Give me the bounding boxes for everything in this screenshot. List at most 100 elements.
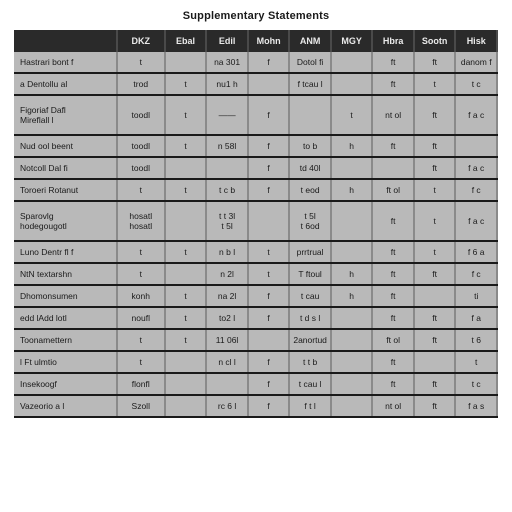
table-row: Hastrari bont ftna 301fDotol fiftftdanom… xyxy=(14,52,497,73)
data-cell xyxy=(414,351,456,373)
data-cell: toodl xyxy=(117,135,165,157)
data-cell: t xyxy=(248,263,290,285)
data-cell xyxy=(331,395,373,417)
data-cell: f a c xyxy=(455,157,497,179)
data-cell: hosatlhosatl xyxy=(117,201,165,241)
data-cell: rc 6 l xyxy=(206,395,248,417)
data-cell: t eod xyxy=(289,179,331,201)
row-label-cell: Sparovlghodegougotl xyxy=(14,201,117,241)
data-cell: t xyxy=(117,179,165,201)
data-cell: ft ol xyxy=(372,329,414,351)
data-cell: ft xyxy=(372,201,414,241)
data-cell: na 2l xyxy=(206,285,248,307)
data-cell: f tcau l xyxy=(289,73,331,95)
data-cell: ft xyxy=(414,395,456,417)
table-row: Figoriaf DaflMireflall ltoodlt——ftnt olf… xyxy=(14,95,497,135)
row-label-cell: a Dentollu al xyxy=(14,73,117,95)
data-cell: —— xyxy=(206,95,248,135)
data-cell: ft xyxy=(414,307,456,329)
data-cell: flonfl xyxy=(117,373,165,395)
data-cell: t xyxy=(117,329,165,351)
col-header: Ebal xyxy=(165,30,207,52)
data-cell: t xyxy=(248,241,290,263)
data-cell xyxy=(331,307,373,329)
data-cell: nt ol xyxy=(372,395,414,417)
data-cell: n b l xyxy=(206,241,248,263)
data-cell xyxy=(414,285,456,307)
col-header: DKZ xyxy=(117,30,165,52)
col-header: Mohn xyxy=(248,30,290,52)
table-row: NtN textarshntn 2ltT ftoulhftftf c xyxy=(14,263,497,285)
data-cell: danom f xyxy=(455,52,497,73)
data-cell: f xyxy=(248,351,290,373)
data-cell: to b xyxy=(289,135,331,157)
data-cell: t xyxy=(117,351,165,373)
table-header-row: DKZEbalEdilMohnANMMGYHbraSootnHisk xyxy=(14,30,497,52)
data-cell: t 5lt 6od xyxy=(289,201,331,241)
data-cell xyxy=(248,201,290,241)
data-cell: ft xyxy=(372,351,414,373)
data-cell: ft xyxy=(414,135,456,157)
data-cell: ft ol xyxy=(372,179,414,201)
data-cell: f xyxy=(248,179,290,201)
data-cell: 11 06l xyxy=(206,329,248,351)
data-cell: f a c xyxy=(455,201,497,241)
col-header: ANM xyxy=(289,30,331,52)
row-label-cell: Toroeri Rotanut xyxy=(14,179,117,201)
data-cell xyxy=(165,351,207,373)
data-cell: ft xyxy=(414,52,456,73)
data-cell: t xyxy=(117,241,165,263)
data-cell xyxy=(331,52,373,73)
row-label-cell: edd lAdd lotl xyxy=(14,307,117,329)
row-label-cell: Nud ool beent xyxy=(14,135,117,157)
data-cell xyxy=(248,73,290,95)
table-row: Luno Dentr fl fttn b ltprrtrualfttf 6 a xyxy=(14,241,497,263)
data-cell: t xyxy=(165,95,207,135)
data-cell xyxy=(372,157,414,179)
data-cell: t d s l xyxy=(289,307,331,329)
data-cell xyxy=(165,52,207,73)
data-cell: ft xyxy=(372,373,414,395)
data-cell xyxy=(331,157,373,179)
data-cell: t xyxy=(117,52,165,73)
data-cell: ft xyxy=(372,135,414,157)
table-row: Toonametterntt11 06l2anortudft olftt 6 xyxy=(14,329,497,351)
data-cell: ft xyxy=(372,285,414,307)
data-cell: ft xyxy=(414,329,456,351)
data-cell: 2anortud xyxy=(289,329,331,351)
data-cell: ft xyxy=(414,157,456,179)
data-cell: h xyxy=(331,135,373,157)
data-cell: f c xyxy=(455,263,497,285)
data-cell: t xyxy=(165,179,207,201)
table-row: l Ft ulmtiotn cl lft t bftt xyxy=(14,351,497,373)
row-label-cell: Luno Dentr fl f xyxy=(14,241,117,263)
data-cell: noufl xyxy=(117,307,165,329)
data-cell: f a s xyxy=(455,395,497,417)
data-cell: nu1 h xyxy=(206,73,248,95)
data-cell xyxy=(331,329,373,351)
col-header-label xyxy=(14,30,117,52)
data-cell: f xyxy=(248,373,290,395)
row-label-cell: Notcoll Dal fi xyxy=(14,157,117,179)
data-cell: Dotol fi xyxy=(289,52,331,73)
data-cell: t xyxy=(165,285,207,307)
data-cell: f xyxy=(248,135,290,157)
data-cell: ft xyxy=(414,263,456,285)
data-cell: t xyxy=(414,179,456,201)
data-cell xyxy=(165,373,207,395)
row-label-cell: Toonamettern xyxy=(14,329,117,351)
data-cell: ft xyxy=(372,73,414,95)
table-row: Toroeri Rotanutttt c bft eodhft oltf c xyxy=(14,179,497,201)
data-cell: t t 3lt 5l xyxy=(206,201,248,241)
data-cell: n cl l xyxy=(206,351,248,373)
data-cell: toodl xyxy=(117,95,165,135)
col-header: Sootn xyxy=(414,30,456,52)
data-cell xyxy=(331,241,373,263)
table-row: Dhomonsumenkonhtna 2lft cauhftti xyxy=(14,285,497,307)
data-cell: konh xyxy=(117,285,165,307)
data-cell xyxy=(331,373,373,395)
data-cell: t c b xyxy=(206,179,248,201)
data-cell: f xyxy=(248,285,290,307)
row-label-cell: NtN textarshn xyxy=(14,263,117,285)
data-cell: Szoll xyxy=(117,395,165,417)
